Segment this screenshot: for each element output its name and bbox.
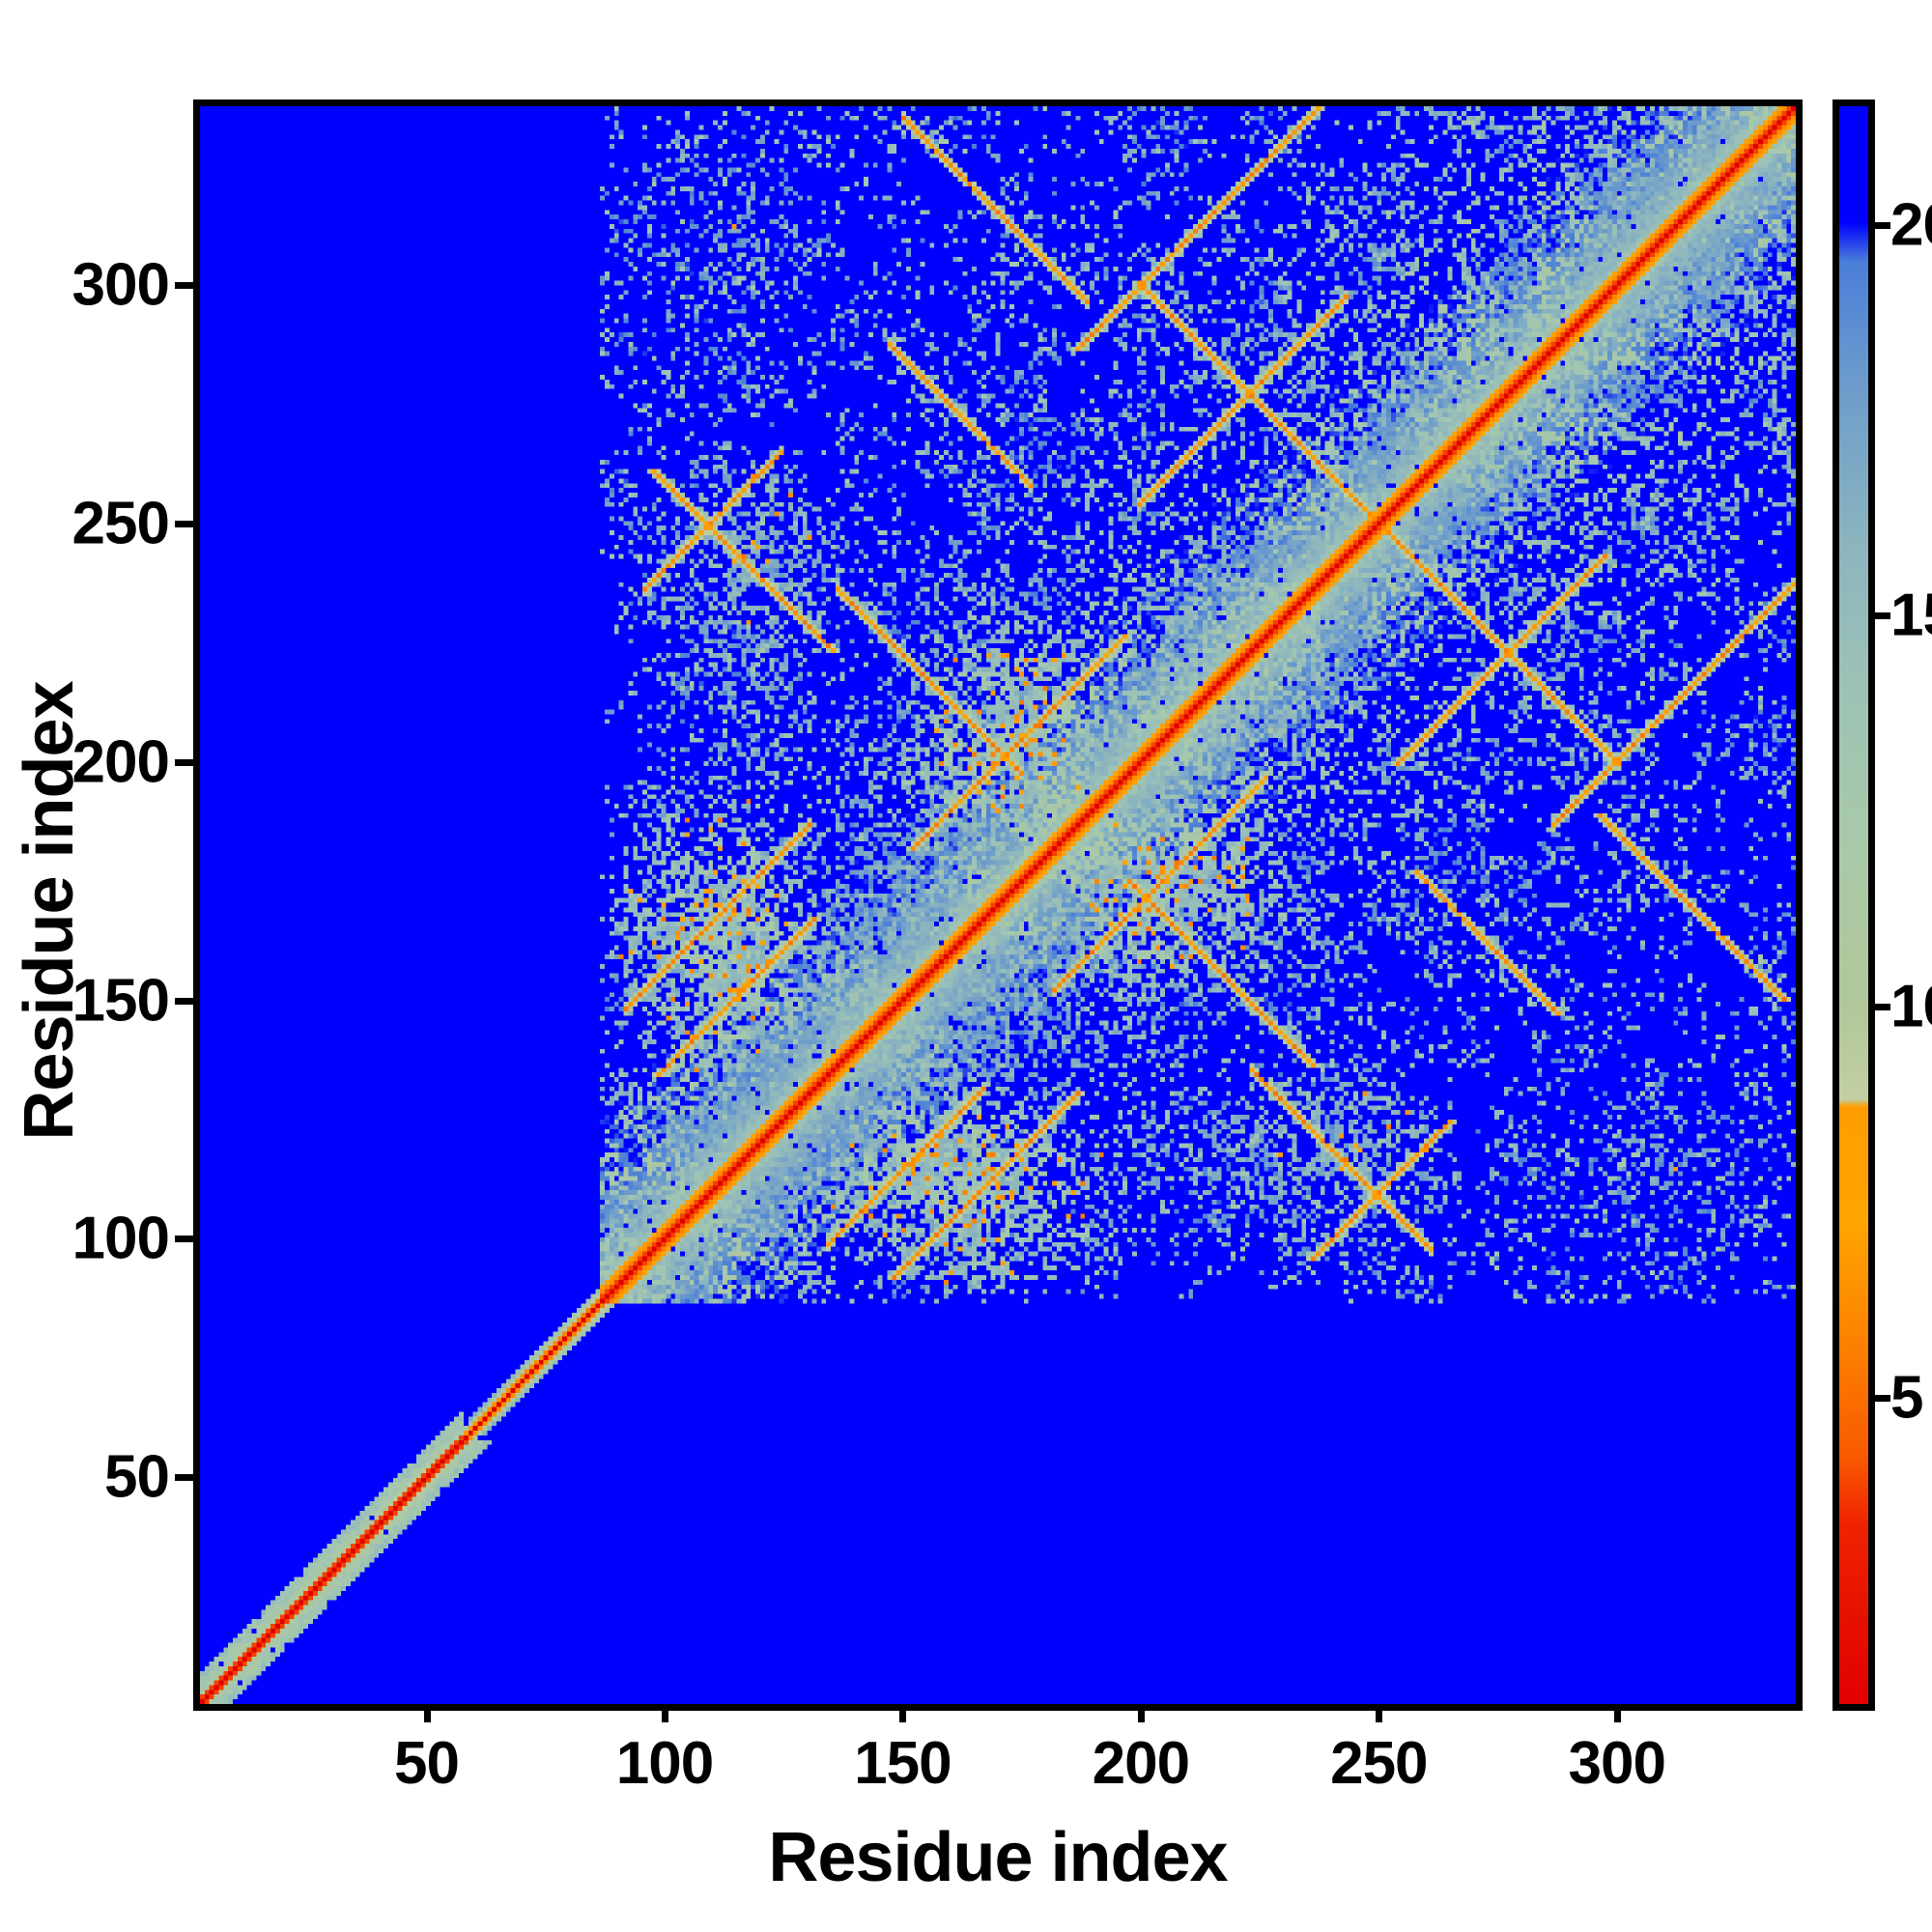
- colorbar-tick-10: [1875, 1004, 1890, 1011]
- y-tick-150: [175, 997, 193, 1005]
- colorbar-tick-5: [1875, 1395, 1890, 1403]
- x-tick-100: [661, 1704, 668, 1722]
- x-tick-label-100: 100: [615, 1730, 714, 1797]
- y-tick-label-250: 250: [71, 490, 170, 557]
- x-tick-300: [1613, 1704, 1621, 1722]
- y-tick-300: [175, 282, 193, 290]
- x-tick-50: [423, 1704, 431, 1722]
- y-tick-200: [175, 758, 193, 766]
- colorbar-tick-label-15: 15: [1890, 582, 1932, 649]
- x-tick-label-250: 250: [1330, 1730, 1428, 1797]
- y-tick-label-100: 100: [71, 1205, 170, 1272]
- x-tick-label-200: 200: [1092, 1730, 1190, 1797]
- y-tick-100: [175, 1236, 193, 1243]
- y-tick-label-200: 200: [71, 728, 170, 796]
- colorbar-gradient: [1839, 106, 1868, 1704]
- colorbar-tick-label-20: 20: [1890, 191, 1932, 259]
- colorbar-tick-20: [1875, 221, 1890, 229]
- y-tick-50: [175, 1474, 193, 1482]
- x-tick-150: [899, 1704, 907, 1722]
- x-tick-250: [1376, 1704, 1383, 1722]
- y-axis-title: Residue index: [11, 681, 88, 1141]
- colorbar-tick-label-10: 10: [1890, 973, 1932, 1040]
- x-tick-label-50: 50: [394, 1730, 460, 1797]
- y-tick-label-150: 150: [71, 967, 170, 1035]
- x-tick-label-300: 300: [1568, 1730, 1666, 1797]
- y-tick-label-300: 300: [71, 251, 170, 319]
- y-tick-label-50: 50: [104, 1443, 170, 1511]
- colorbar: [1833, 99, 1875, 1711]
- colorbar-tick-label-5: 5: [1890, 1364, 1923, 1432]
- x-tick-200: [1137, 1704, 1145, 1722]
- x-axis-title: Residue index: [768, 1819, 1228, 1896]
- y-tick-250: [175, 521, 193, 528]
- colorbar-tick-15: [1875, 612, 1890, 620]
- heatmap-plot-area: [193, 99, 1803, 1711]
- x-tick-label-150: 150: [854, 1730, 952, 1797]
- heatmap-image: [200, 106, 1796, 1704]
